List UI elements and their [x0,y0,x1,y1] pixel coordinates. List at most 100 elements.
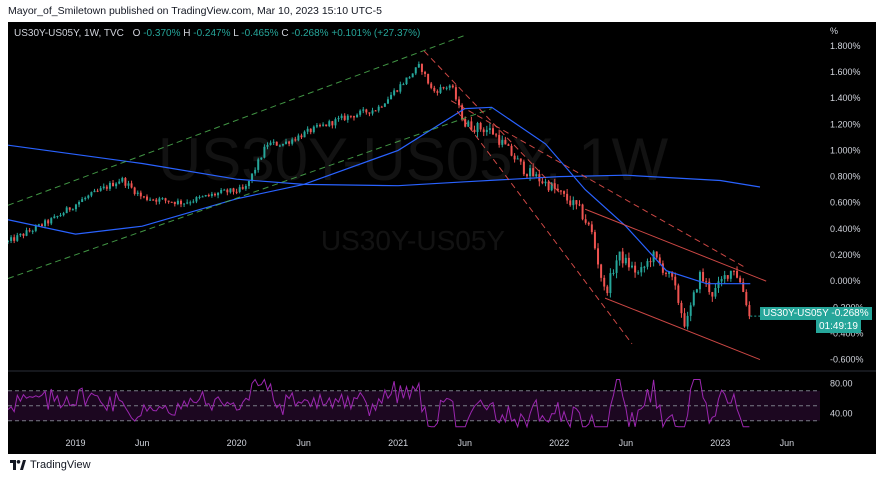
candle-body [488,128,491,130]
candle-body [356,114,359,118]
candle-body [288,141,291,144]
candle-body [621,251,624,264]
candle-body [386,99,389,104]
candle-body [692,292,695,306]
last-price-tag: US30Y-US05Y -0.268% [760,307,872,320]
candle-body [207,195,210,197]
trendline-channel-upper [8,34,465,206]
candle-body [550,183,553,191]
candle-body [615,260,618,273]
candle-body [677,285,680,303]
candle-body [427,73,430,84]
candle-body [541,181,544,184]
candle-body [680,302,683,314]
candle-body [522,161,525,175]
candle-body [609,273,612,294]
y-tick-label: 1.800% [830,41,861,51]
candle-body [504,140,507,145]
candle-body [309,128,312,133]
candle-body [664,272,667,274]
candle-body [467,121,470,127]
candle-body [646,261,649,267]
candle-body [238,187,241,192]
candle-body [470,121,473,130]
candle-body [532,168,535,177]
candle-body [368,112,371,114]
rsi-tick-label: 40.00 [830,408,853,418]
candle-body [50,218,53,224]
candle-body [19,233,22,236]
candle-body [742,282,745,292]
candle-body [584,219,587,223]
x-tick-label: 2022 [549,438,569,448]
candle-body [430,83,433,88]
candle-body [90,192,93,196]
candle-body [257,159,260,170]
candle-body [198,196,201,198]
candle-body [176,200,179,205]
footer-brand[interactable]: TradingView [10,459,91,471]
candle-body [445,87,448,89]
candle-body [186,202,189,204]
candle-body [380,106,383,108]
candle-body [575,200,578,205]
candle-body [226,189,229,193]
legend-close: -0.268% [291,28,329,39]
chart-canvas[interactable]: US30Y-US05Y, 1W US30Y-US05Y% 1.800% 1.600% 1… [8,22,876,454]
candle-body [315,125,318,127]
candle-body [485,129,488,133]
candle-body [328,121,331,127]
candle-body [572,200,575,206]
candle-body [495,134,498,136]
candle-body [393,90,396,95]
candle-body [213,193,216,196]
candle-body [365,109,368,113]
candle-body [408,77,411,79]
candle-body [612,272,615,274]
x-tick-label: Jun [457,438,472,448]
candle-body [461,105,464,120]
chart-frame[interactable]: US30Y-US05Y, 1W US30Y-US05Y% 1.800% 1.600% 1… [8,22,876,454]
candle-body [702,272,705,282]
candle-body [464,119,467,127]
candle-body [189,202,192,204]
candle-body [96,190,99,192]
candle-body [337,118,340,120]
candle-body [183,203,186,205]
legend-symbol[interactable]: US30Y-US05Y, 1W, TVC [14,28,124,39]
candle-body [507,144,510,146]
legend-high: -0.247% [193,28,231,39]
candle-body [40,224,43,226]
legend-close-label: C [281,28,289,39]
x-tick-label: 2019 [66,438,86,448]
candle-body [590,224,593,233]
candle-body [723,275,726,280]
candle-body [748,305,751,317]
candle-body [618,251,621,261]
candle-body [578,204,581,206]
candle-body [451,85,454,88]
candle-body [59,215,62,217]
candle-body [99,188,102,191]
candle-body [436,91,439,93]
candle-body [689,305,692,316]
candle-body [476,123,479,133]
candle-body [414,67,417,74]
candle-body [291,139,294,144]
candle-body [717,281,720,289]
candle-body [325,124,328,127]
candle-body [232,188,235,192]
candle-body [285,141,288,144]
candle-body [108,182,111,189]
candle-body [161,198,164,200]
candle-body [634,265,637,273]
y-tick-label: 0.600% [830,198,861,208]
candle-body [152,199,155,201]
candle-body [566,193,569,201]
candle-body [331,121,334,126]
candle-body [442,87,445,89]
legend-ohlc: US30Y-US05Y, 1W, TVC O -0.370% H -0.247%… [14,28,420,39]
candle-body [603,277,606,287]
candle-body [68,207,71,210]
candle-body [668,271,671,274]
